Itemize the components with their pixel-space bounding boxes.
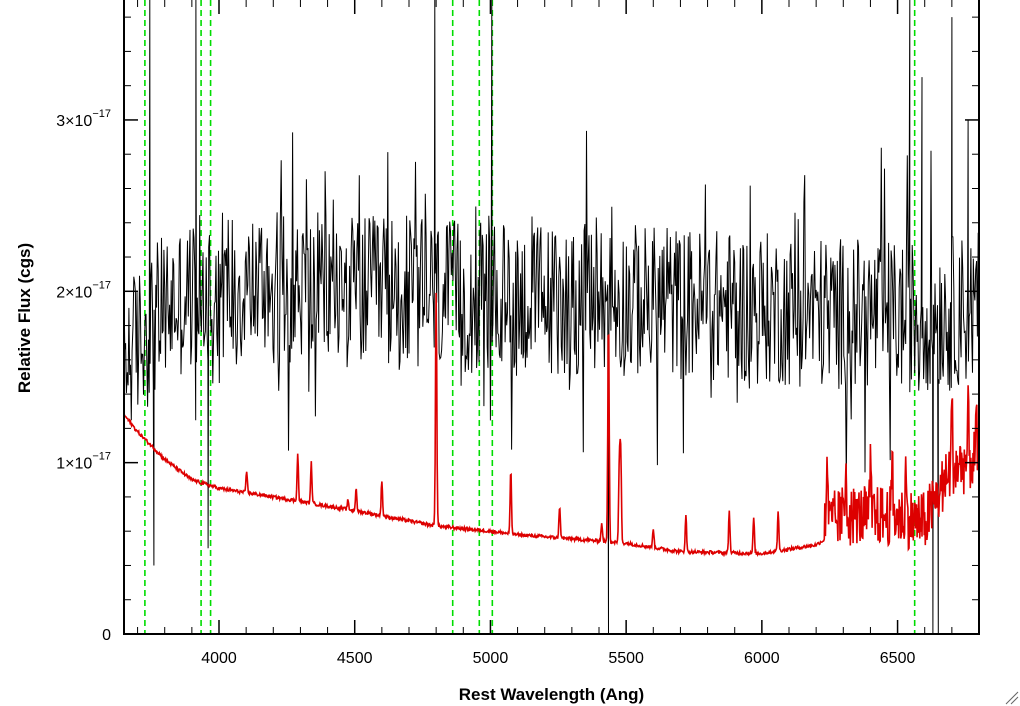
y-axis-title: Relative Flux (cgs)	[15, 243, 34, 393]
x-tick-label: 4000	[201, 650, 237, 667]
x-tick-label: 6500	[880, 650, 916, 667]
model-spectrum-line	[123, 292, 980, 558]
y-tick-label: 1×10−17	[56, 451, 111, 473]
axis-ticks	[124, 0, 980, 635]
tick-labels: 4000 4500 5000 5500 6000 6500 0 1×10−17 2×10−17 3…	[56, 108, 915, 667]
x-tick-label: 5000	[473, 650, 509, 667]
x-tick-label: 4500	[337, 650, 373, 667]
model-spectrum-series	[123, 292, 980, 558]
plot-frame	[123, 0, 980, 635]
x-axis-title: Rest Wavelength (Ang)	[459, 685, 644, 704]
y-tick-label: 2×10−17	[56, 279, 111, 301]
observed-spectrum-series	[123, 0, 980, 635]
x-tick-label: 5500	[608, 650, 644, 667]
observed-spectrum-line	[123, 0, 980, 635]
y-tick-label: 0	[102, 627, 111, 644]
resize-grip-icon[interactable]	[1005, 691, 1019, 705]
x-tick-label: 6000	[744, 650, 780, 667]
y-tick-label: 3×10−17	[56, 108, 111, 130]
